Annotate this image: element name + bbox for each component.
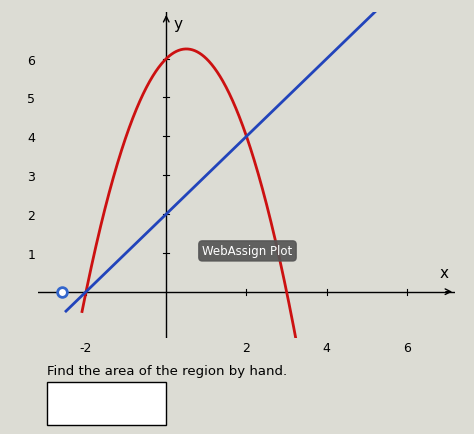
Text: Find the area of the region by hand.: Find the area of the region by hand. — [47, 365, 288, 378]
Text: x: x — [440, 266, 449, 280]
Text: y: y — [173, 17, 182, 32]
Text: WebAssign Plot: WebAssign Plot — [202, 245, 292, 258]
